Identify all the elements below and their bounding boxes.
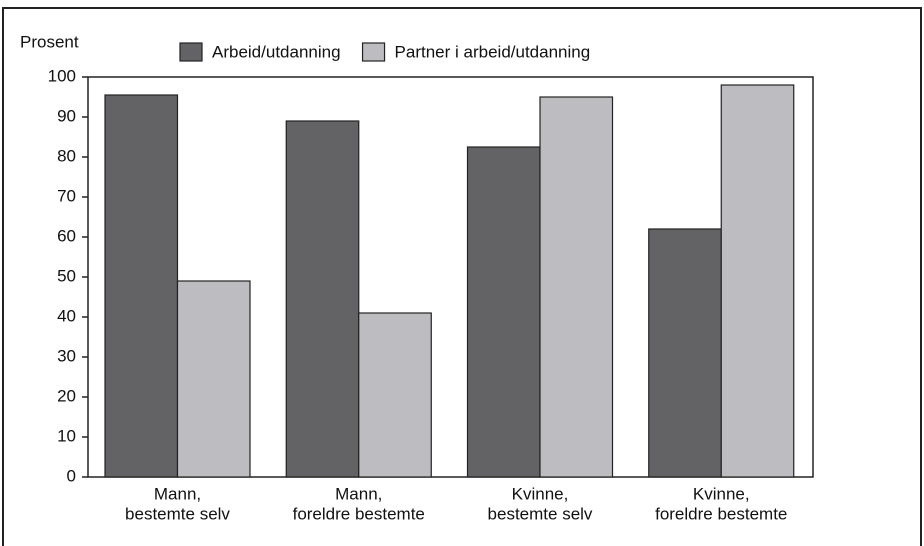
y-tick-label: 10 xyxy=(57,426,76,445)
legend-swatch xyxy=(361,42,386,62)
x-tick-label: Mann, xyxy=(335,484,382,503)
x-tick-label: Mann, xyxy=(154,484,201,503)
y-tick-label: 80 xyxy=(57,146,76,165)
y-tick-label: 40 xyxy=(57,306,76,325)
x-tick-label: foreldre bestemte xyxy=(655,504,787,523)
bar xyxy=(648,228,722,478)
y-tick-label: 50 xyxy=(57,266,76,285)
legend-label: Arbeid/utdanning xyxy=(212,42,341,61)
x-tick-label: bestemte selv xyxy=(488,504,593,523)
y-tick-label: 90 xyxy=(57,106,76,125)
y-tick-label: 60 xyxy=(57,226,76,245)
bar xyxy=(358,312,432,478)
frame xyxy=(2,7,922,546)
y-tick-label: 30 xyxy=(57,346,76,365)
y-tick-label: 0 xyxy=(67,466,76,485)
x-tick-label: foreldre bestemte xyxy=(293,504,425,523)
x-tick-label: bestemte selv xyxy=(125,504,230,523)
bar xyxy=(176,280,251,478)
bar xyxy=(466,146,541,478)
y-tick-label: 20 xyxy=(57,386,76,405)
bar xyxy=(720,84,795,478)
x-tick-label: Kvinne, xyxy=(693,484,750,503)
y-axis-label: Prosent xyxy=(20,32,79,51)
legend-swatch xyxy=(179,42,203,62)
legend-label: Partner i arbeid/utdanning xyxy=(395,42,591,61)
y-tick-label: 70 xyxy=(57,186,76,205)
bar xyxy=(104,94,179,478)
x-tick-label: Kvinne, xyxy=(512,484,569,503)
bar xyxy=(285,120,360,478)
y-tick-label: 100 xyxy=(48,66,76,85)
bar xyxy=(539,96,614,478)
